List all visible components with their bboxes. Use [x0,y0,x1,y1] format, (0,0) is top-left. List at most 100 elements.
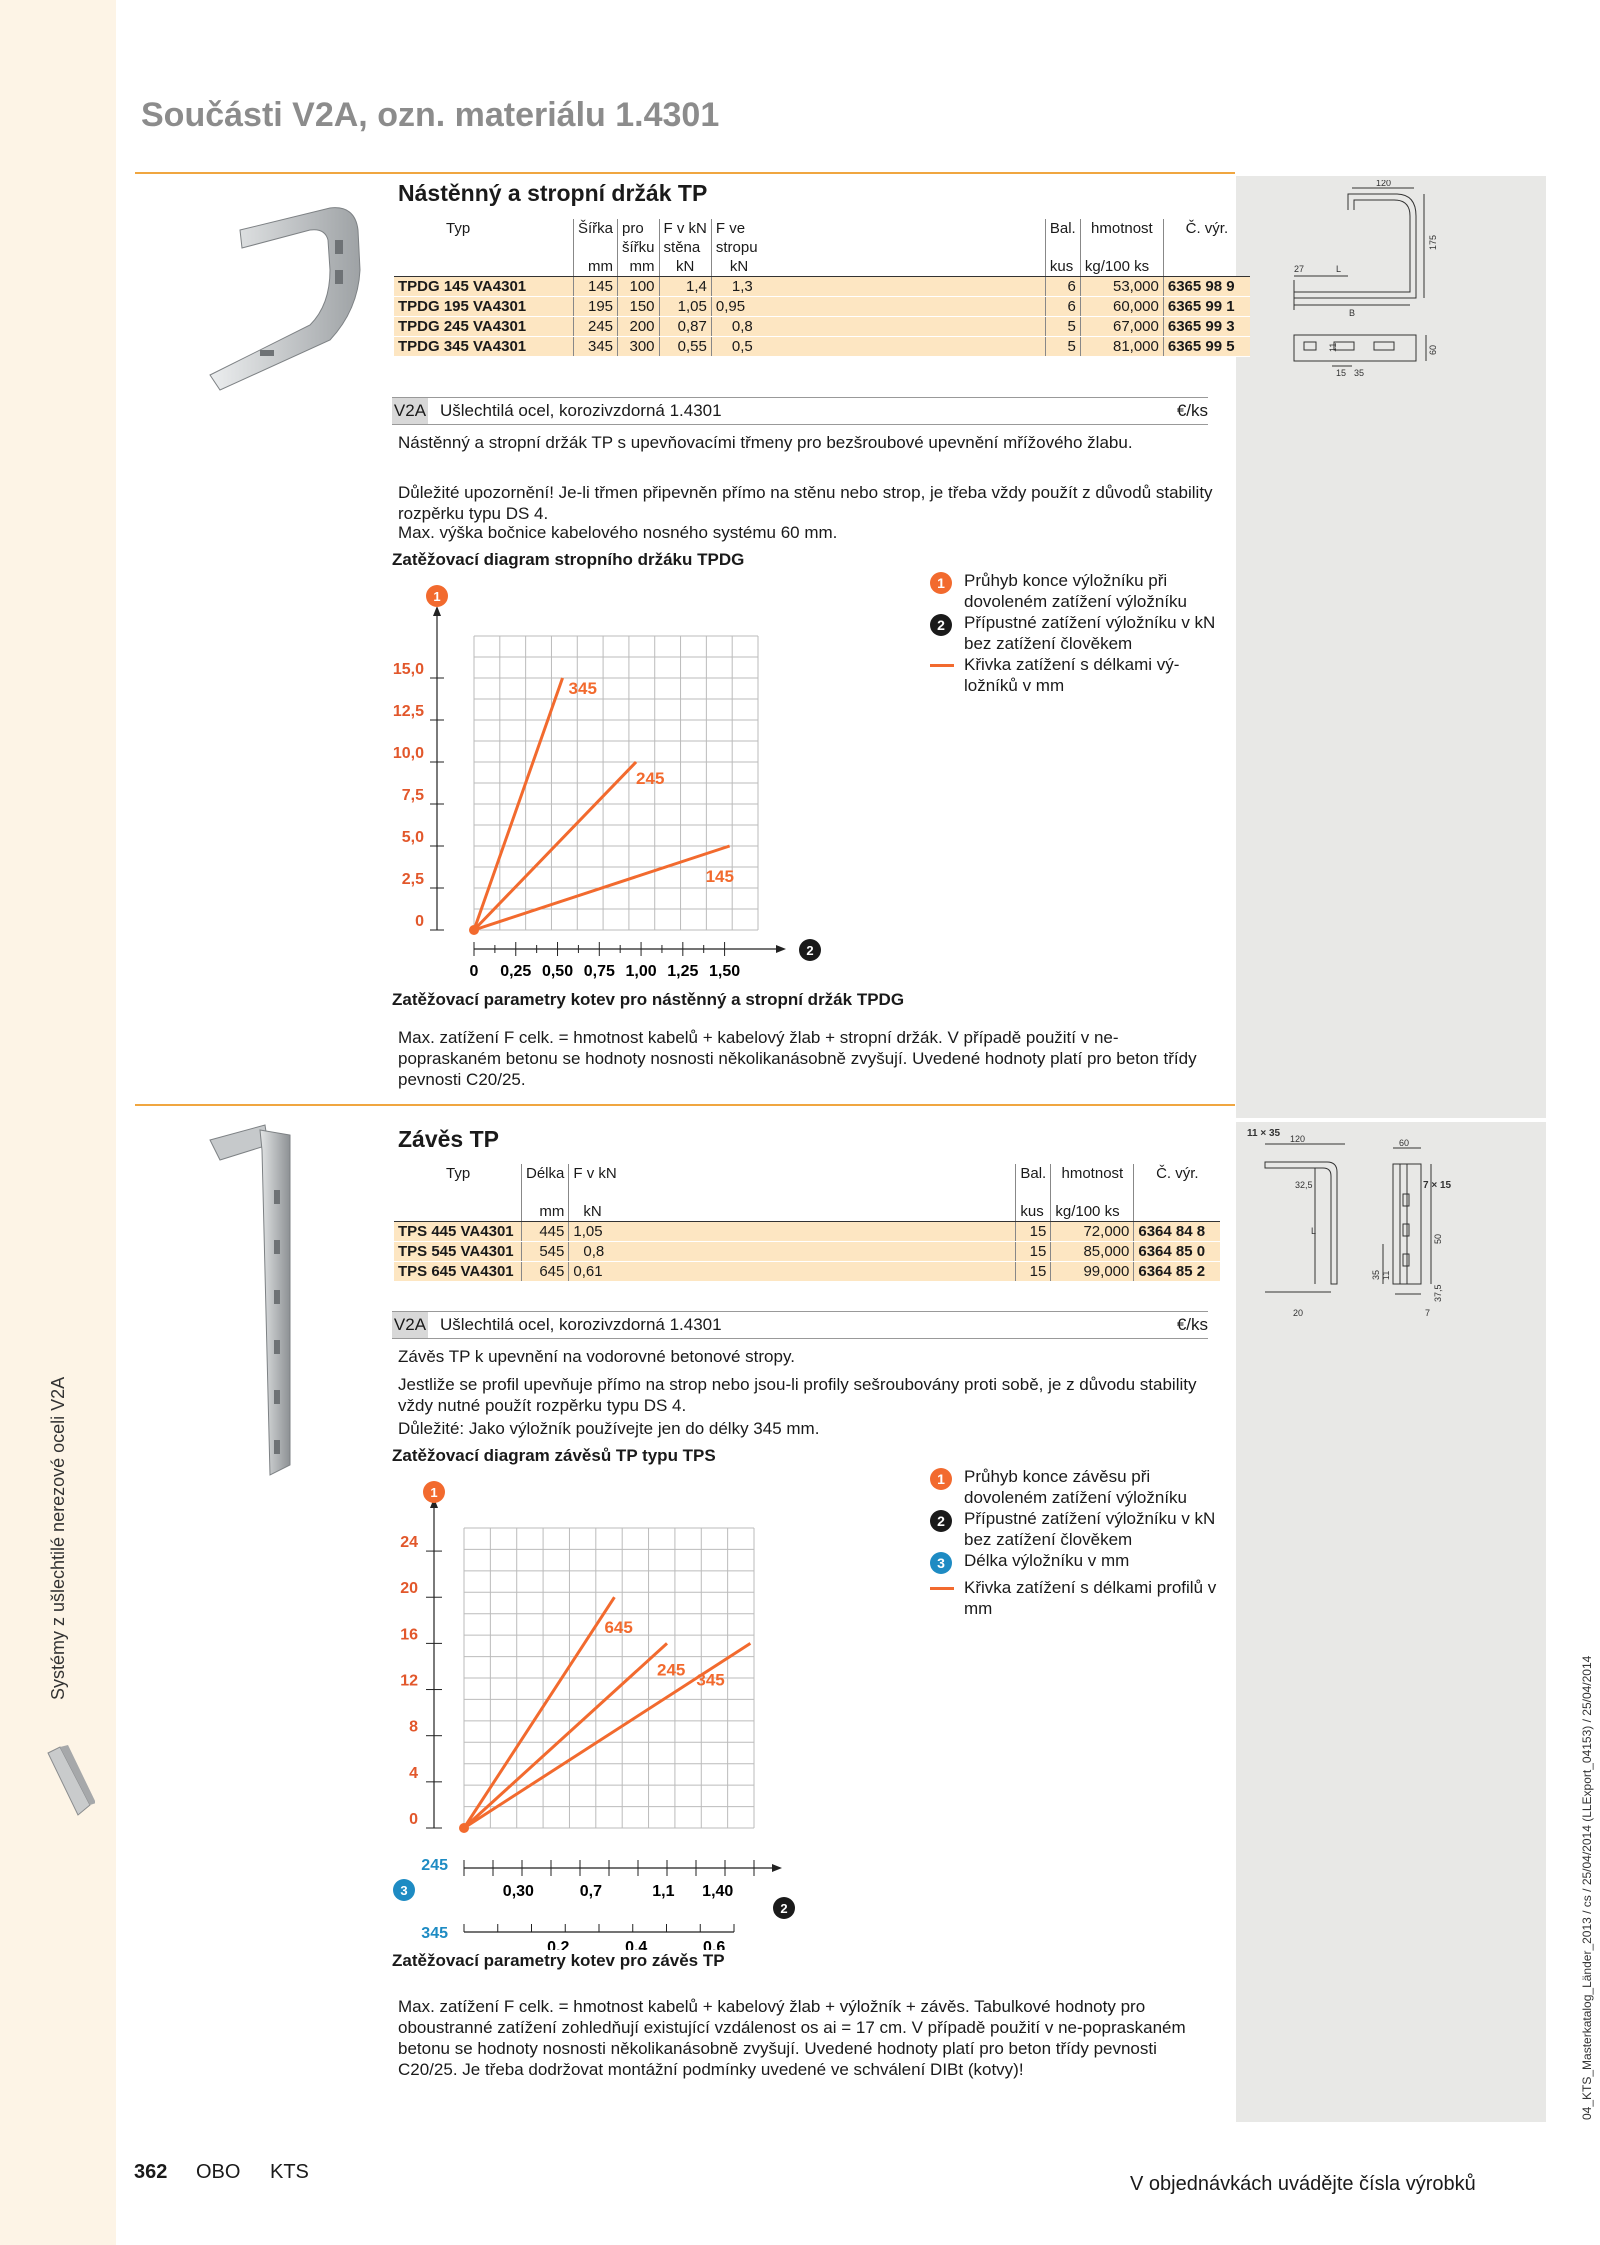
material-desc: Ušlechtilá ocel, korozivzdorná 1.4301 [440,401,722,420]
length-badge [393,1879,415,1901]
col-pro: pro šířku [617,219,660,257]
dim-15: 15 [1336,368,1346,378]
col-hmotnost: hmotnost [1050,1164,1134,1183]
col-fvkn: F v kN stěna [658,219,712,257]
table-row: TPS 545 VA4301 545 0,8 15 85,000 6364 85 0 [394,1241,1221,1262]
material-desc: Ušlechtilá ocel, korozivzdorná 1.4301 [440,1315,722,1334]
legend-item: 2 Přípustné zatížení výložníku v kN bez z… [930,1508,1230,1550]
dim-b: B [1349,308,1355,318]
dim-35: 35 [1354,368,1364,378]
section2-dimension-drawing: 11 × 35 120 32,5 L 20 60 7 × 15 50 35 11… [1247,1128,1452,1318]
legend-item: Křivka zatížení s délkami profilů v mm [930,1577,1230,1619]
section1-material-row: V2A Ušlechtilá ocel, korozivzdorná 1.430… [392,397,1208,425]
col-hmotnost: hmotnost [1079,219,1164,257]
unit-fvkn: kN [568,1202,1016,1222]
footer-brand: OBO [196,2161,241,2183]
col-bal: Bal. [1015,1164,1051,1183]
y-tick-label: 12,5 [393,703,424,720]
drawing-column-1 [1236,176,1546,1118]
col-cvyr: Č. výr. [1162,219,1250,257]
section2-legend: 1 Průhyb konce závěsu při dovoleném zatíž… [930,1466,1230,1619]
sidebar [0,0,116,2245]
x-tick-label: 0,50 [542,963,573,980]
y-tick-label: 5,0 [402,829,424,846]
y-tick-label: 0 [415,913,424,930]
product-thumbnail-icon [47,1745,95,1816]
section1-title: Nástěnný a stropní držák TP [398,180,708,206]
x-axis-badge-label: 2 [780,1901,787,1916]
legend-item: 1 Průhyb konce výložníku při dovoleném za… [930,570,1230,612]
section2-params-title: Zatěžovací parametry kotev pro závěs TP [392,1951,725,1970]
legend-item: 2 Přípustné zatížení výložníku v kN bez z… [930,612,1230,654]
y-tick-label: 15,0 [393,661,424,678]
dim-11: 11 [1328,343,1338,352]
price-unit: €/ks [1176,401,1208,420]
series-line-345 [472,677,564,931]
table-row: TPDG 195 VA4301 195 150 1,05 0,95 6 60,000 6365… [394,296,1250,317]
slot-size-2: 7 × 15 [1423,1180,1452,1191]
col-typ: Typ [446,220,471,237]
y-tick-label: 12 [400,1673,418,1690]
dim-l: L [1336,264,1341,274]
y-tick-label: 24 [400,1534,418,1551]
legend-item: 1 Průhyb konce závěsu při dovoleném zatíž… [930,1466,1230,1508]
table-row: TPDG 245 VA4301 245 200 0,87 0,8 5 67,000 6365 … [394,316,1250,337]
dim-60: 60 [1428,345,1438,355]
x2-tick-label: 0,6 [703,1939,725,1950]
y-axis-badge-label: 1 [430,1485,437,1500]
x-tick-label: 0,7 [580,1883,602,1900]
section2-notice: Jestliže se profil upevňuje přímo na str… [398,1375,1197,1415]
unit-hmotnost: kg/100 ks [1050,1202,1134,1222]
section2-important: Důležité: Jako výložník používejte jen d… [398,1419,820,1438]
unit-bal: kus [1015,1202,1051,1222]
series-label-145: 145 [706,867,734,886]
y-tick-label: 16 [400,1626,418,1643]
section2-product-table: Typ Délka F v kN Bal. hmotnost Č. výr. m… [394,1164,1221,1282]
material-tag: V2A [392,398,428,424]
series-label-345: 345 [696,1670,724,1689]
x-tick-label: 0 [470,963,479,980]
x-tick-label: 1,40 [702,1883,733,1900]
section1-desc: Nástěnný a stropní držák TP s upevňovací… [398,433,1133,452]
unit-fve: kN [710,257,1046,277]
unit-hmotnost: kg/100 ks [1079,257,1164,277]
dim-7: 7 [1425,1308,1430,1318]
section1-product-table: Typ Šířka pro šířku F v kN stěna F ve strop… [394,219,1250,357]
unit-delka: mm [520,1202,569,1222]
x-tick-label: 1,50 [709,963,740,980]
series-label-645: 645 [604,1618,632,1637]
section-divider [135,172,1235,174]
section1-dimension-drawing: 120 175 27 L B 11 60 15 35 [1293,180,1438,378]
unit-pro: mm [617,257,660,277]
series-line-345 [463,1642,752,1830]
col-bal: Bal. [1044,219,1081,257]
col-sirka: Šířka [572,219,618,257]
dim-35: 35 [1371,1270,1381,1280]
x2-tick-label: 0,2 [547,1939,569,1950]
section2-desc: Závěs TP k upevnění na vodorovné betonov… [398,1347,795,1366]
series-line-245 [462,1642,669,1830]
series-line-145 [473,844,731,932]
x-axis-245-label: 245 [421,1857,448,1874]
legend-item: Křivka zatížení s délkami vý-ložníků v m… [930,654,1230,696]
material-tag: V2A [392,1312,428,1338]
y-tick-label: 10,0 [393,745,424,762]
col-fvkn: F v kN [568,1164,1016,1183]
y-tick-label: 0 [409,1811,418,1828]
section-divider [135,1104,1235,1106]
table-row: TPS 645 VA4301 645 0,61 15 99,000 6364 85 2 [394,1261,1221,1282]
x-tick-label: 1,00 [625,963,656,980]
dim-325: 32,5 [1295,1180,1313,1190]
page-title: Součásti V2A, ozn. materiálu 1.4301 [141,96,720,134]
unit-bal: kus [1044,257,1081,277]
section1-diagram-title: Zatěžovací diagram stropního držáku TPDG [392,550,745,569]
dim-375: 37,5 [1433,1284,1443,1302]
y-axis-badge-label: 1 [433,589,440,604]
table-row: TPDG 145 VA4301 145 100 1,4 1,3 6 53,000 6365 9… [394,276,1250,297]
col-typ: Typ [446,1165,471,1182]
col-cvyr: Č. výr. [1133,1164,1221,1183]
table-row: TPS 445 VA4301 445 1,05 15 72,000 6364 84 8 [394,1221,1221,1242]
col-delka: Délka [520,1164,569,1183]
dim-11: 11 [1381,1271,1391,1280]
section2-diagram-title: Zatěžovací diagram závěsů TP typu TPS [392,1446,716,1465]
